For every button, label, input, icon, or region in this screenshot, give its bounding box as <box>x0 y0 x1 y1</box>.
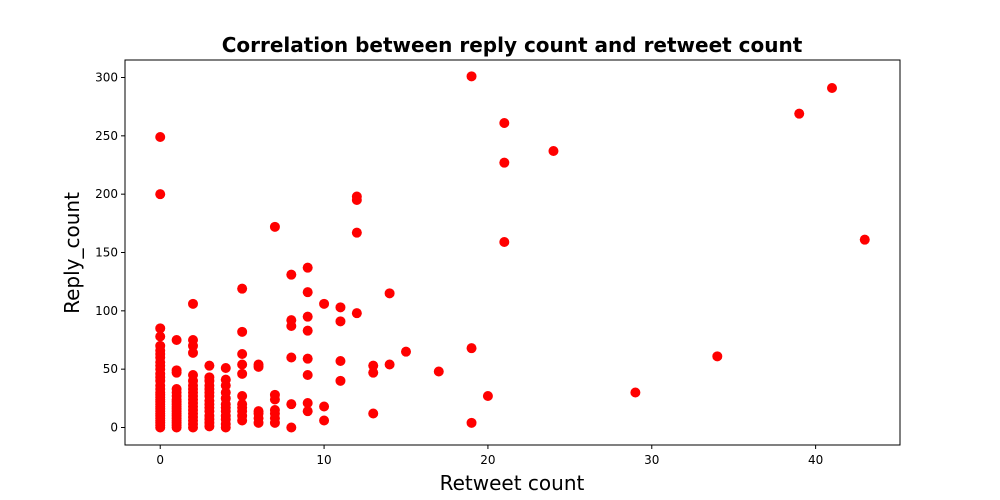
data-point <box>302 311 313 322</box>
data-point <box>220 387 231 398</box>
data-point <box>269 389 280 400</box>
data-point <box>302 262 313 273</box>
data-point <box>171 384 182 394</box>
data-point <box>286 315 297 326</box>
data-point <box>171 365 182 376</box>
x-tick-label: 0 <box>156 453 164 467</box>
data-point <box>466 71 477 82</box>
y-tick-label: 150 <box>95 246 118 260</box>
data-point <box>237 326 248 337</box>
x-axis: 0 10 20 30 40 <box>156 445 823 467</box>
y-tick-label: 50 <box>103 362 118 376</box>
data-point <box>401 346 411 357</box>
y-axis: 0 50 100 150 200 250 300 <box>95 71 125 435</box>
data-point <box>302 325 313 336</box>
data-point <box>286 269 297 280</box>
data-point <box>794 108 805 119</box>
data-point <box>712 351 723 362</box>
data-point <box>237 391 248 401</box>
x-tick-label: 10 <box>316 453 331 467</box>
data-point <box>384 288 395 299</box>
data-point <box>433 366 444 377</box>
data-point <box>351 191 362 202</box>
data-point <box>155 331 166 342</box>
data-point <box>368 367 379 378</box>
data-point <box>302 353 313 364</box>
data-point <box>286 352 297 363</box>
data-point <box>335 375 346 386</box>
data-point <box>319 401 330 412</box>
y-tick-label: 200 <box>95 187 118 201</box>
data-point <box>302 406 313 417</box>
x-tick-label: 40 <box>808 453 823 467</box>
y-tick-label: 100 <box>95 304 118 318</box>
y-tick-label: 250 <box>95 129 118 143</box>
data-point <box>482 391 493 401</box>
data-point <box>155 340 166 351</box>
data-point <box>859 234 870 245</box>
data-point <box>237 399 248 410</box>
data-point <box>302 370 313 380</box>
data-point <box>155 323 166 334</box>
y-tick-label: 300 <box>95 71 118 85</box>
x-tick-label: 20 <box>480 453 495 467</box>
data-point <box>351 227 362 238</box>
data-point <box>319 415 330 426</box>
data-point <box>269 221 280 232</box>
data-point <box>335 356 346 366</box>
data-point <box>827 83 837 93</box>
data-point <box>499 118 510 128</box>
x-tick-label: 30 <box>644 453 659 467</box>
data-point <box>499 237 510 247</box>
data-point <box>237 349 248 359</box>
data-point <box>302 287 313 298</box>
data-point <box>155 132 166 142</box>
data-point <box>220 363 231 373</box>
data-point <box>204 372 215 383</box>
data-point <box>319 298 330 309</box>
data-point <box>237 283 248 294</box>
data-point <box>204 360 215 371</box>
data-point <box>335 302 346 313</box>
data-point <box>155 189 166 200</box>
data-point <box>188 370 198 380</box>
y-tick-label: 0 <box>110 421 118 435</box>
data-point <box>466 417 477 428</box>
plot-area <box>155 71 870 433</box>
data-point <box>286 399 297 410</box>
data-point <box>269 405 280 415</box>
data-point <box>286 422 297 433</box>
data-point <box>188 298 198 309</box>
data-point <box>368 408 379 419</box>
data-point <box>302 398 313 408</box>
data-point <box>548 146 559 156</box>
data-point <box>253 359 264 370</box>
data-point <box>188 335 198 345</box>
data-point <box>237 368 248 379</box>
plot-frame <box>124 59 901 446</box>
data-point <box>335 316 346 327</box>
data-point <box>466 343 477 354</box>
data-point <box>630 387 641 398</box>
data-point <box>188 347 198 358</box>
data-point <box>368 360 379 371</box>
data-point <box>499 157 510 168</box>
chart-title: Correlation between reply count and retw… <box>222 33 803 57</box>
y-axis-label: Reply_count <box>60 192 84 314</box>
data-point <box>253 406 264 417</box>
data-point <box>237 359 248 370</box>
data-point <box>384 359 395 370</box>
data-point <box>220 374 231 385</box>
data-point <box>171 335 182 345</box>
data-point <box>351 308 362 319</box>
x-axis-label: Retweet count <box>440 471 585 495</box>
